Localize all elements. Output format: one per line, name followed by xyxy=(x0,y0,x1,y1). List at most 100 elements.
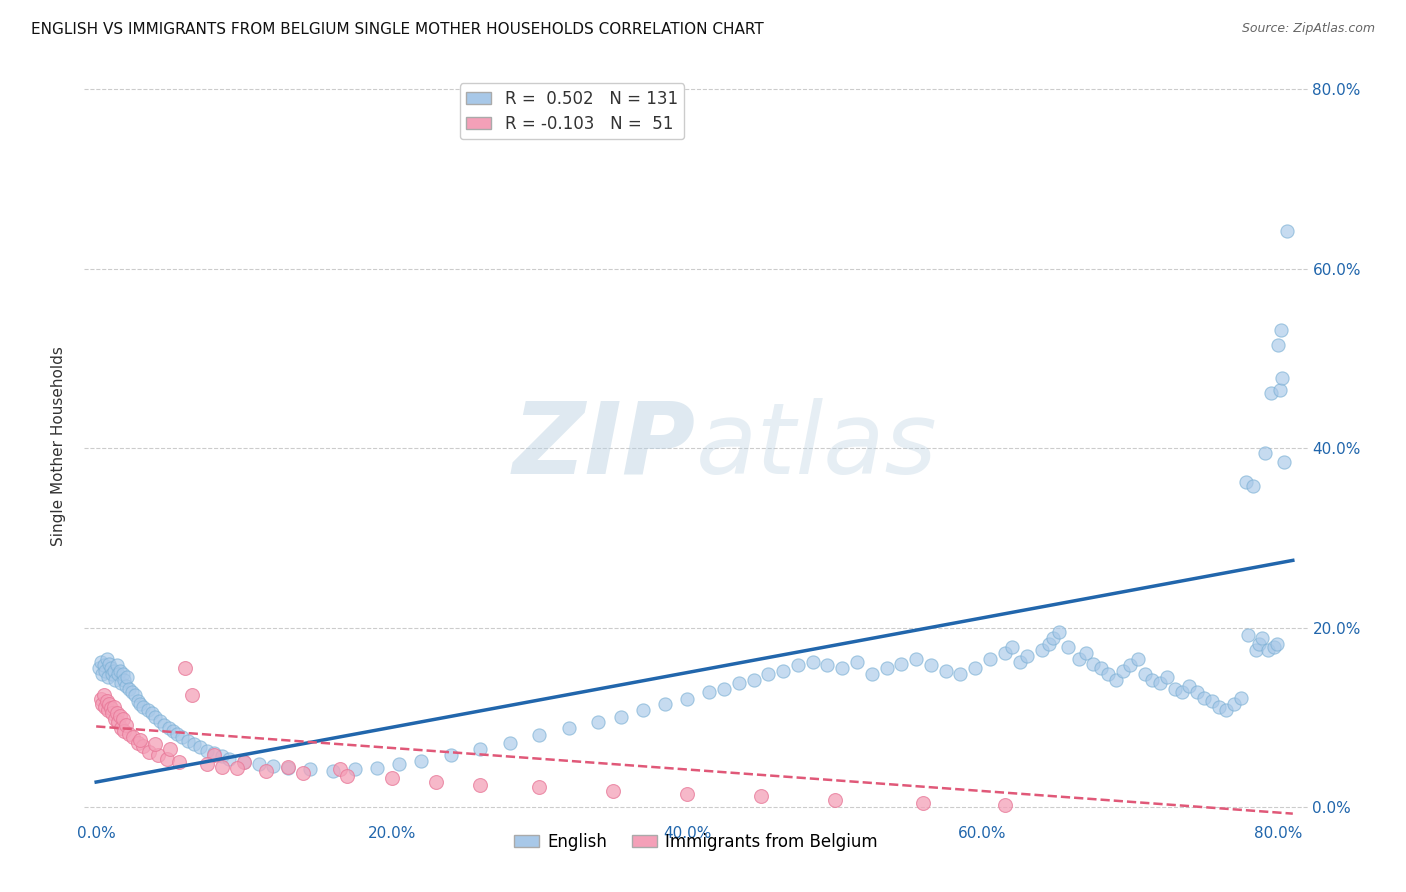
Point xyxy=(118,681,141,696)
Point xyxy=(292,766,315,780)
Point xyxy=(1272,455,1295,469)
Point xyxy=(90,655,112,669)
Point xyxy=(94,699,117,714)
Point xyxy=(654,697,676,711)
Point xyxy=(173,661,195,675)
Point xyxy=(1247,637,1270,651)
Point xyxy=(1042,632,1064,646)
Point xyxy=(114,679,136,693)
Point xyxy=(366,761,388,775)
Point xyxy=(1260,385,1282,400)
Point xyxy=(470,778,492,792)
Point xyxy=(1244,643,1267,657)
Point xyxy=(107,714,129,729)
Point xyxy=(1008,655,1031,669)
Point xyxy=(129,697,152,711)
Point xyxy=(91,667,114,681)
Point xyxy=(101,667,124,681)
Point xyxy=(98,657,121,671)
Point xyxy=(801,655,824,669)
Point xyxy=(115,670,138,684)
Text: Source: ZipAtlas.com: Source: ZipAtlas.com xyxy=(1241,22,1375,36)
Point xyxy=(979,652,1001,666)
Point xyxy=(772,664,794,678)
Point xyxy=(1178,679,1201,693)
Point xyxy=(1257,643,1279,657)
Point xyxy=(104,712,127,726)
Point xyxy=(153,717,176,731)
Point xyxy=(218,752,240,766)
Point xyxy=(558,721,581,735)
Point xyxy=(920,658,942,673)
Point xyxy=(676,787,699,801)
Point xyxy=(1267,338,1289,352)
Point xyxy=(1241,479,1264,493)
Point xyxy=(1271,371,1294,385)
Point xyxy=(124,688,146,702)
Point xyxy=(97,703,120,717)
Point xyxy=(713,681,735,696)
Point xyxy=(1126,652,1149,666)
Point xyxy=(101,706,124,720)
Point xyxy=(104,673,127,687)
Point xyxy=(262,759,284,773)
Point xyxy=(299,763,322,777)
Point xyxy=(860,667,883,681)
Point xyxy=(1263,640,1285,655)
Point xyxy=(188,740,211,755)
Point xyxy=(676,692,699,706)
Point xyxy=(529,728,551,742)
Point xyxy=(1156,670,1178,684)
Point xyxy=(277,760,299,774)
Point xyxy=(1038,637,1060,651)
Point xyxy=(787,658,810,673)
Point xyxy=(211,760,233,774)
Point xyxy=(1112,664,1135,678)
Point xyxy=(1275,224,1298,238)
Point xyxy=(1215,703,1237,717)
Point xyxy=(1104,673,1126,687)
Point xyxy=(1001,640,1024,655)
Point xyxy=(1201,694,1223,708)
Point xyxy=(1163,681,1185,696)
Point xyxy=(127,735,149,749)
Point xyxy=(1074,646,1097,660)
Point xyxy=(167,756,190,770)
Point xyxy=(1083,657,1105,671)
Point xyxy=(183,737,205,751)
Point xyxy=(94,664,117,678)
Point xyxy=(132,739,155,754)
Point xyxy=(93,658,115,673)
Point xyxy=(1171,685,1194,699)
Point xyxy=(148,748,170,763)
Point xyxy=(162,723,184,738)
Point xyxy=(1208,699,1230,714)
Point xyxy=(631,703,654,717)
Point xyxy=(1015,649,1038,664)
Point xyxy=(141,706,163,720)
Point xyxy=(846,655,869,669)
Point xyxy=(1057,640,1080,655)
Point xyxy=(105,658,128,673)
Point xyxy=(177,733,200,747)
Point xyxy=(1090,661,1112,675)
Point xyxy=(202,748,225,763)
Point xyxy=(202,747,225,761)
Point xyxy=(121,685,143,699)
Point xyxy=(91,697,114,711)
Point xyxy=(1031,643,1053,657)
Point xyxy=(588,714,610,729)
Point xyxy=(1119,658,1142,673)
Point xyxy=(195,744,218,758)
Point xyxy=(1142,673,1164,687)
Point xyxy=(381,772,404,786)
Point xyxy=(111,712,134,726)
Point xyxy=(1067,652,1090,666)
Point xyxy=(93,688,115,702)
Point xyxy=(195,757,218,772)
Point xyxy=(1149,676,1171,690)
Point xyxy=(1250,632,1272,646)
Point xyxy=(143,710,166,724)
Point xyxy=(89,661,111,675)
Point xyxy=(254,764,277,779)
